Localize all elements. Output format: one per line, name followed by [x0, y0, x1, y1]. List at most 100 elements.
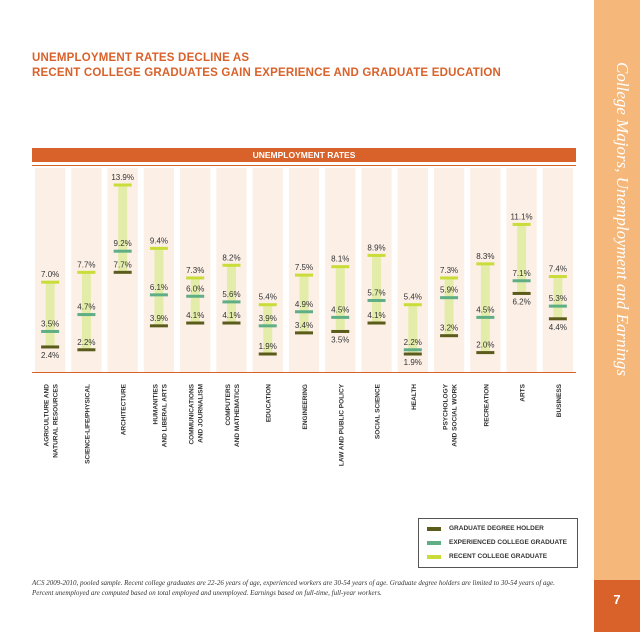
- data-label-experienced: 6.0%: [186, 284, 204, 293]
- data-label-graduate: 6.2%: [512, 297, 530, 306]
- category-label: RECREATION: [483, 384, 490, 427]
- data-label-recent: 7.3%: [440, 266, 458, 275]
- data-label-experienced: 4.5%: [476, 305, 494, 314]
- marker-recent: [403, 303, 422, 307]
- marker-recent: [440, 276, 459, 280]
- range-bar: [154, 248, 164, 326]
- category-label: ENGINEERING: [302, 384, 309, 430]
- data-label-graduate: 4.1%: [367, 311, 385, 320]
- legend-label: EXPERIENCED COLLEGE GRADUATE: [449, 539, 567, 546]
- marker-experienced: [367, 298, 386, 302]
- range-bar: [517, 224, 527, 294]
- data-label-recent: 5.4%: [259, 293, 277, 302]
- data-label-graduate: 3.2%: [440, 324, 458, 333]
- sidebar-title: College Majors, Unemployment and Earning…: [613, 62, 632, 376]
- category-label-line: SCIENCE-LIFE/PHYSICAL: [84, 384, 91, 464]
- marker-experienced: [186, 294, 205, 298]
- marker-experienced: [331, 315, 350, 319]
- chart-header-bar: [32, 148, 576, 162]
- data-label-graduate: 2.4%: [41, 351, 59, 360]
- category-label-line: BUSINESS: [556, 383, 563, 417]
- legend: GRADUATE DEGREE HOLDER EXPERIENCED COLLE…: [418, 518, 578, 568]
- marker-recent: [512, 222, 531, 226]
- category-label-line: NATURAL RESOURCES: [53, 383, 60, 457]
- column-background: [288, 168, 320, 372]
- data-label-recent: 8.2%: [222, 253, 240, 262]
- range-bar: [553, 276, 563, 319]
- data-label-recent: 7.5%: [295, 263, 313, 272]
- header-rule: [32, 165, 576, 166]
- marker-recent: [367, 253, 386, 257]
- category-label: HEALTH: [411, 384, 418, 410]
- data-label-recent: 7.4%: [549, 265, 567, 274]
- data-label-experienced: 2.2%: [404, 338, 422, 347]
- data-label-recent: 8.3%: [476, 252, 494, 261]
- marker-experienced: [149, 293, 168, 297]
- marker-graduate: [548, 317, 567, 321]
- category-label-line: RECREATION: [483, 384, 490, 427]
- marker-recent: [331, 265, 350, 269]
- data-label-graduate: 4.1%: [186, 311, 204, 320]
- marker-graduate: [440, 334, 459, 338]
- data-label-graduate: 1.9%: [259, 342, 277, 351]
- range-bar: [263, 304, 273, 354]
- legend-swatch-recent: [427, 555, 441, 559]
- legend-label: RECENT COLLEGE GRADUATE: [449, 553, 548, 560]
- data-label-graduate: 7.7%: [114, 260, 132, 269]
- data-label-graduate: 2.2%: [77, 338, 95, 347]
- category-label-line: AND MATHEMATICS: [234, 383, 241, 447]
- category-label: BUSINESS: [556, 383, 563, 417]
- data-label-recent: 8.9%: [367, 243, 385, 252]
- marker-recent: [77, 270, 96, 274]
- category-label: SOCIAL SCIENCE: [375, 383, 382, 439]
- data-label-experienced: 3.5%: [41, 319, 59, 328]
- data-label-experienced: 9.2%: [114, 239, 132, 248]
- category-label: EDUCATION: [266, 384, 273, 422]
- legend-label: GRADUATE DEGREE HOLDER: [449, 525, 544, 532]
- data-label-graduate: 4.4%: [549, 323, 567, 332]
- category-label: SCIENCE-LIFE/PHYSICAL: [84, 384, 91, 464]
- marker-graduate: [113, 270, 132, 274]
- data-label-graduate: 1.9%: [404, 358, 422, 367]
- category-label-line: ARTS: [520, 383, 527, 401]
- marker-graduate: [512, 291, 531, 295]
- marker-recent: [113, 183, 132, 187]
- data-label-experienced: 4.5%: [331, 305, 349, 314]
- marker-graduate: [331, 329, 350, 333]
- marker-graduate: [295, 331, 313, 335]
- marker-graduate: [476, 351, 495, 355]
- data-label-graduate: 3.5%: [331, 335, 349, 344]
- range-bar: [45, 282, 55, 347]
- category-label-line: SOCIAL SCIENCE: [375, 383, 382, 439]
- marker-experienced: [476, 315, 495, 319]
- data-label-recent: 7.7%: [77, 260, 95, 269]
- category-label-line: COMPUTERS: [225, 383, 232, 425]
- marker-recent: [186, 276, 205, 280]
- footnote: ACS 2009-2010, pooled sample. Recent col…: [32, 579, 555, 597]
- data-label-graduate: 3.9%: [150, 314, 168, 323]
- range-bar: [408, 304, 418, 354]
- category-label-line: AND LIBERAL ARTS: [161, 383, 168, 447]
- marker-experienced: [512, 279, 531, 283]
- category-label-line: ARCHITECTURE: [121, 383, 128, 435]
- chart-title-line-1: UNEMPLOYMENT RATES DECLINE AS: [32, 52, 250, 64]
- marker-experienced: [548, 304, 567, 308]
- marker-experienced: [222, 300, 241, 304]
- data-label-experienced: 3.9%: [259, 314, 277, 323]
- data-label-recent: 8.1%: [331, 255, 349, 264]
- marker-graduate: [403, 352, 422, 356]
- marker-recent: [222, 263, 241, 267]
- marker-graduate: [222, 321, 241, 325]
- data-label-recent: 7.3%: [186, 266, 204, 275]
- range-bar: [372, 255, 382, 324]
- page-number: 7: [613, 592, 621, 607]
- marker-graduate: [367, 321, 386, 325]
- range-bar: [81, 272, 91, 350]
- marker-experienced: [41, 329, 60, 333]
- range-bar: [190, 277, 200, 324]
- category-label-line: ENGINEERING: [302, 384, 309, 430]
- category-label: COMPUTERS AND MATHEMATICS: [225, 383, 241, 447]
- marker-experienced: [77, 313, 96, 317]
- data-label-recent: 5.4%: [404, 293, 422, 302]
- marker-graduate: [149, 324, 168, 328]
